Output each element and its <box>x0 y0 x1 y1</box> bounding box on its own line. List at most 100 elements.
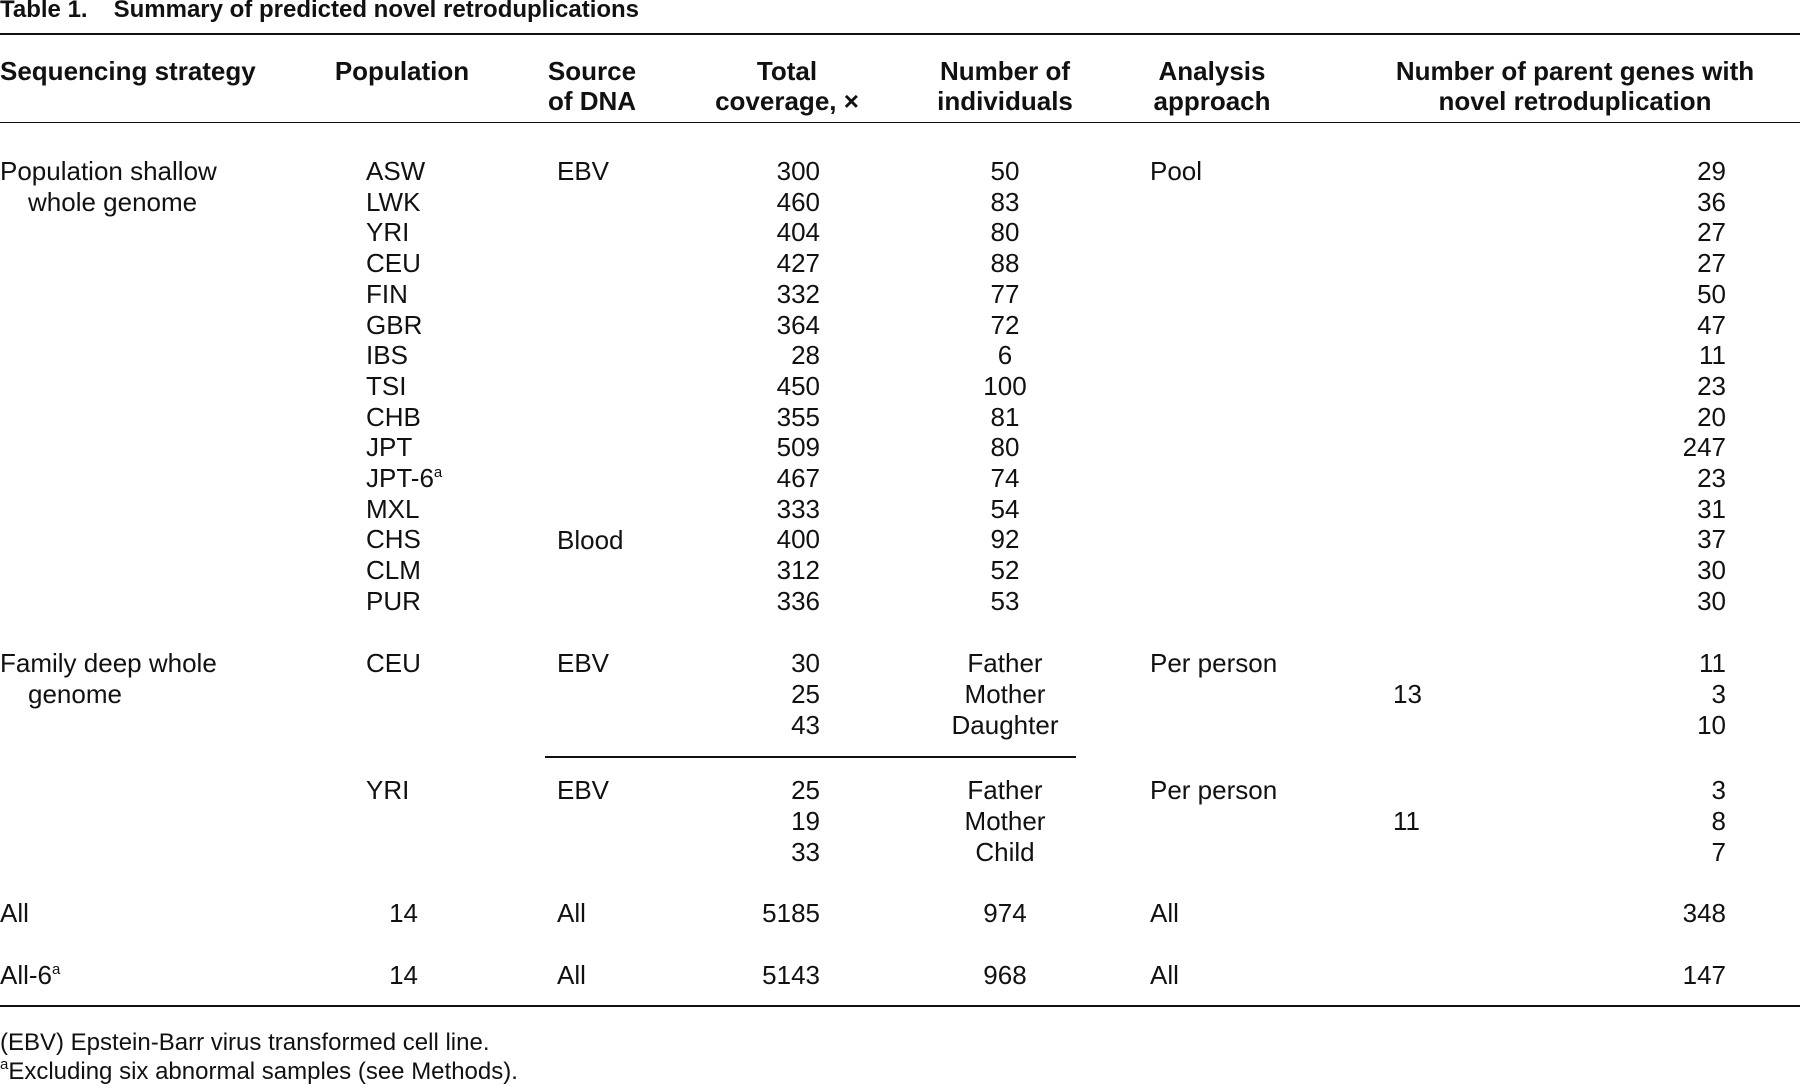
table-caption: Table 1. Summary of predicted novel retro… <box>0 0 639 24</box>
family-yri-population: YRI <box>366 775 410 805</box>
parent-genes-cell: 50 <box>1697 278 1726 309</box>
population-cell: CHS <box>366 524 421 555</box>
total-population-cell: 14 <box>389 898 418 928</box>
parent-genes-cell: 247 <box>1682 432 1726 463</box>
family-parent-genes-cell: 3 <box>1711 679 1726 709</box>
family-yri-source: EBV <box>557 775 610 805</box>
family-parent-genes-cell: 7 <box>1711 837 1726 867</box>
family-coverage-cell: 25 <box>791 775 820 805</box>
total-coverage-cell: 5143 <box>762 960 820 990</box>
coverage-cell: 364 <box>776 309 820 340</box>
family-coverage-cell: 19 <box>791 806 820 836</box>
family-parent-genes-cell: 8 <box>1711 806 1726 836</box>
total-approach-cell: All <box>1150 960 1179 990</box>
total-parent-genes-cell: 147 <box>1682 960 1726 990</box>
total-strategy-cell: All-6a <box>0 960 61 990</box>
total-source-cell: All <box>557 898 586 928</box>
parent-genes-cell: 23 <box>1697 463 1726 493</box>
population-cell: YRI <box>366 217 410 248</box>
family-individual-cell: Mother <box>964 679 1046 709</box>
strategy-population-shallow: Population shallow <box>0 156 217 186</box>
source-blood: Blood <box>557 525 624 555</box>
individuals-cell: 83 <box>990 186 1020 217</box>
header-rule <box>0 122 1800 123</box>
individuals-cell: 77 <box>990 278 1020 309</box>
coverage-cell: 336 <box>776 585 820 616</box>
population-cell: MXL <box>366 493 420 524</box>
family-coverage-cell: 25 <box>791 679 820 709</box>
coverage-cell: 300 <box>776 156 820 186</box>
coverage-cell: 404 <box>776 217 820 248</box>
population-cell: LWK <box>366 186 421 217</box>
coverage-cell: 427 <box>776 248 820 279</box>
individuals-cell: 80 <box>990 217 1020 248</box>
family-parent-genes-cell: 10 <box>1697 710 1726 740</box>
family-coverage-cell: 30 <box>791 648 820 678</box>
strategy-family-deep: Family deep whole <box>0 648 217 678</box>
population-cell: CHB <box>366 401 421 432</box>
total-coverage-cell: 5185 <box>762 898 820 928</box>
parent-genes-cell: 30 <box>1697 555 1726 586</box>
total-individuals-cell: 974 <box>983 898 1027 928</box>
source-ebv: EBV <box>557 156 610 186</box>
parent-genes-cell: 11 <box>1699 340 1726 371</box>
header-total-coverage: Total coverage, × <box>715 56 859 116</box>
family-ceu-total: 13 <box>1393 679 1422 709</box>
population-cell: CEU <box>366 248 421 279</box>
bottom-rule <box>0 1005 1800 1007</box>
parent-genes-cell: 29 <box>1697 156 1726 186</box>
coverage-cell: 333 <box>776 493 820 524</box>
parent-genes-cell: 47 <box>1697 309 1726 340</box>
header-population: Population <box>334 56 470 86</box>
individuals-cell: 74 <box>990 463 1020 493</box>
parent-genes-cell: 27 <box>1697 248 1726 279</box>
family-divider-rule <box>545 756 1076 758</box>
parent-genes-cell: 23 <box>1697 370 1726 401</box>
total-parent-genes-cell: 348 <box>1682 898 1726 928</box>
individuals-cell: 54 <box>990 493 1020 524</box>
header-sequencing-strategy: Sequencing strategy <box>0 56 256 86</box>
parent-genes-cell: 31 <box>1697 493 1726 524</box>
top-rule <box>0 33 1800 35</box>
individuals-cell: 81 <box>990 401 1020 432</box>
header-number-of-individuals: Number of individuals <box>937 56 1073 116</box>
family-ceu-source: EBV <box>557 648 610 678</box>
parent-genes-cell: 36 <box>1697 186 1726 217</box>
coverage-cell: 450 <box>776 370 820 401</box>
population-cell: JPT <box>366 432 413 463</box>
family-coverage-cell: 33 <box>791 837 820 867</box>
coverage-cell: 467 <box>776 463 820 493</box>
individuals-cell: 88 <box>990 248 1020 279</box>
population-cell: TSI <box>366 370 407 401</box>
parent-genes-cell: 27 <box>1697 217 1726 248</box>
coverage-cell: 28 <box>791 340 820 371</box>
family-parent-genes-cell: 3 <box>1711 775 1726 805</box>
total-source-cell: All <box>557 960 586 990</box>
family-yri-total: 11 <box>1393 806 1420 836</box>
coverage-cell: 460 <box>776 186 820 217</box>
individuals-cell: 80 <box>990 432 1020 463</box>
population-cell: JPT-6a <box>366 463 443 493</box>
strategy-population-shallow-cont: whole genome <box>28 187 198 217</box>
population-cell: ASW <box>366 156 426 186</box>
table-title: Summary of predicted novel retroduplicat… <box>113 0 640 23</box>
family-individual-cell: Child <box>975 837 1035 867</box>
family-yri-approach: Per person <box>1150 775 1278 805</box>
parent-genes-cell: 30 <box>1697 585 1726 616</box>
footnote-ebv: (EBV) Epstein-Barr virus transformed cel… <box>0 1029 490 1056</box>
parent-genes-cell: 37 <box>1697 524 1726 555</box>
family-individual-cell: Father <box>967 775 1043 805</box>
family-parent-genes-cell: 11 <box>1699 648 1726 678</box>
family-ceu-population: CEU <box>366 648 421 678</box>
total-strategy-cell: All <box>0 898 29 928</box>
coverage-cell: 509 <box>776 432 820 463</box>
individuals-cell: 53 <box>990 585 1020 616</box>
header-parent-genes: Number of parent genes with novel retrod… <box>1395 56 1755 116</box>
coverage-cell: 332 <box>776 278 820 309</box>
total-population-cell: 14 <box>389 960 418 990</box>
header-analysis-approach: Analysis approach <box>1153 56 1271 116</box>
individuals-cell: 72 <box>990 309 1020 340</box>
population-cell: GBR <box>366 309 423 340</box>
family-individual-cell: Mother <box>964 806 1046 836</box>
total-individuals-cell: 968 <box>983 960 1027 990</box>
